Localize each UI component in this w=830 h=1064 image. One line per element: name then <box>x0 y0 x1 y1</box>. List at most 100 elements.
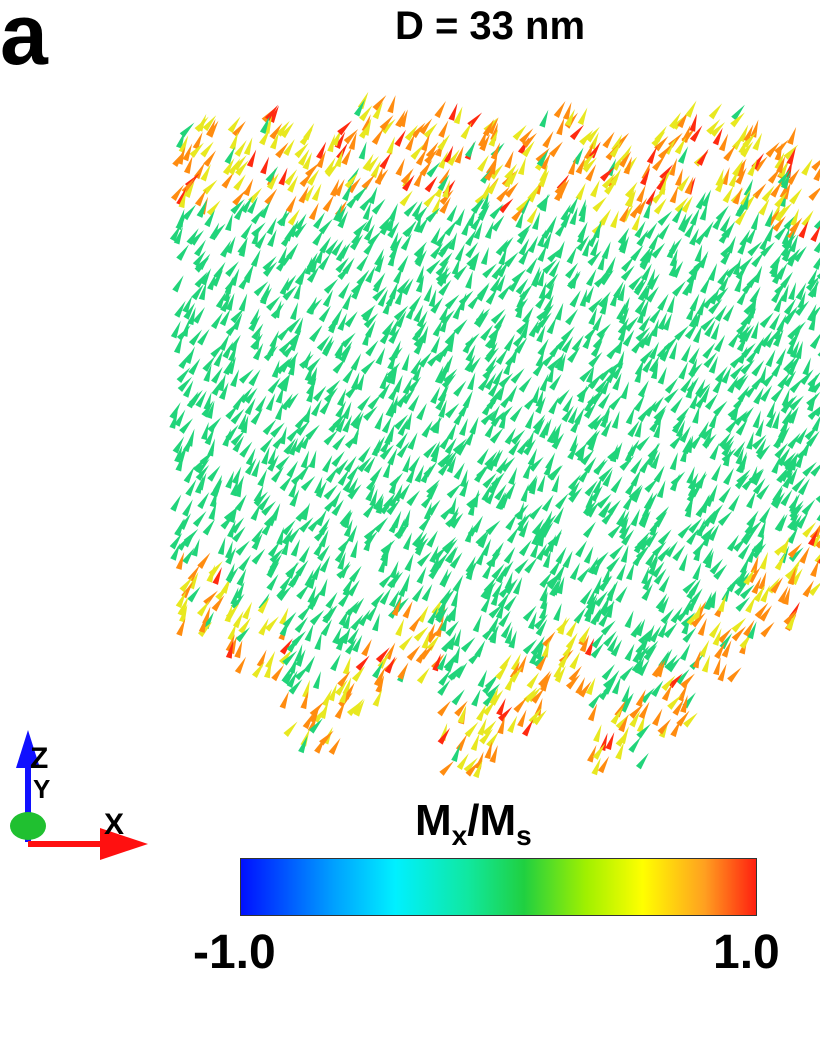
magnetization-arrow <box>231 466 242 485</box>
magnetization-arrow <box>194 239 206 257</box>
magnetization-arrow <box>350 279 365 295</box>
magnetization-arrow <box>439 568 449 587</box>
magnetization-arrow <box>600 620 616 636</box>
magnetization-arrow <box>300 502 310 521</box>
magnetization-arrow <box>630 469 642 487</box>
magnetization-arrow <box>307 296 317 315</box>
magnetization-arrow <box>733 410 748 426</box>
magnetization-arrow <box>567 406 578 425</box>
magnetization-arrow <box>588 692 602 709</box>
magnetization-arrow <box>541 418 552 436</box>
magnetization-arrow <box>789 395 804 411</box>
magnetization-arrow <box>611 154 625 171</box>
magnetization-arrow <box>397 418 409 437</box>
magnetization-arrow <box>725 262 740 278</box>
magnetization-arrow <box>518 247 530 265</box>
magnetization-arrow <box>750 119 759 138</box>
magnetization-arrow <box>227 622 237 641</box>
magnetization-arrow <box>612 372 622 391</box>
magnetization-arrow <box>517 654 527 673</box>
magnetization-arrow <box>493 313 507 331</box>
magnetization-arrow <box>437 385 449 403</box>
magnetization-arrow <box>444 219 458 237</box>
magnetization-arrow <box>753 387 764 405</box>
magnetization-arrow <box>807 268 818 286</box>
magnetization-arrow <box>685 380 694 399</box>
magnetization-arrow <box>630 457 643 475</box>
magnetization-arrow <box>279 474 293 492</box>
magnetization-arrow <box>421 630 430 650</box>
magnetization-arrow <box>209 222 220 241</box>
magnetization-arrow <box>554 665 566 683</box>
magnetization-arrow <box>637 380 649 398</box>
magnetization-arrow <box>616 508 627 527</box>
magnetization-arrow <box>743 178 754 197</box>
magnetization-arrow <box>770 180 783 198</box>
magnetization-arrow <box>762 371 777 387</box>
magnetization-arrow <box>367 394 382 410</box>
magnetization-arrow <box>807 280 820 298</box>
magnetization-arrow <box>328 313 340 331</box>
magnetization-arrow <box>192 511 207 527</box>
magnetization-arrow <box>719 215 731 233</box>
magnetization-arrow <box>372 661 384 679</box>
magnetization-arrow <box>325 466 339 483</box>
magnetization-arrow <box>498 247 507 266</box>
magnetization-arrow <box>388 589 400 608</box>
magnetization-arrow <box>386 499 401 516</box>
magnetization-arrow <box>226 356 237 375</box>
magnetization-arrow <box>787 126 797 145</box>
magnetization-arrow <box>228 343 238 362</box>
magnetization-arrow <box>545 273 559 290</box>
magnetization-arrow <box>548 396 559 415</box>
magnetization-arrow <box>374 254 385 273</box>
magnetization-arrow <box>659 164 673 181</box>
magnetization-arrow <box>244 397 256 416</box>
magnetization-arrow <box>802 521 817 538</box>
magnetization-arrow <box>587 373 603 390</box>
magnetization-arrow <box>425 207 441 223</box>
magnetization-arrow <box>386 136 395 155</box>
magnetization-arrow <box>585 164 597 182</box>
magnetization-arrow <box>618 510 630 529</box>
magnetization-arrow <box>536 528 546 547</box>
magnetization-arrow <box>386 424 395 443</box>
magnetization-arrow <box>357 395 371 412</box>
magnetization-arrow <box>238 239 248 257</box>
magnetization-arrow <box>283 438 296 455</box>
magnetization-arrow <box>444 328 458 346</box>
magnetization-arrow <box>285 195 297 213</box>
magnetization-arrow <box>318 578 328 597</box>
magnetization-arrow <box>492 368 504 386</box>
magnetization-arrow <box>780 271 793 289</box>
magnetization-arrow <box>410 144 425 160</box>
magnetization-arrow <box>609 140 623 158</box>
magnetization-arrow <box>557 616 567 635</box>
magnetization-arrow <box>220 294 231 313</box>
magnetization-arrow <box>695 383 711 399</box>
magnetization-arrow <box>197 621 213 638</box>
magnetization-arrow <box>787 526 799 544</box>
magnetization-arrow <box>677 175 690 192</box>
magnetization-arrow <box>204 209 216 228</box>
colorbar <box>240 858 757 916</box>
magnetization-arrow <box>427 607 438 625</box>
magnetization-arrow <box>426 259 441 275</box>
magnetization-arrow <box>747 520 763 536</box>
magnetization-arrow <box>278 167 288 186</box>
magnetization-arrow <box>641 162 651 181</box>
panel-label: a <box>0 0 48 83</box>
magnetization-arrow <box>318 517 330 536</box>
magnetization-arrow <box>531 518 544 536</box>
magnetization-arrow <box>234 640 243 659</box>
magnetization-arrow <box>601 664 615 681</box>
magnetization-arrow <box>344 172 358 189</box>
magnetization-arrow <box>610 210 619 229</box>
magnetization-arrow <box>196 600 210 617</box>
magnetization-arrow <box>688 310 699 328</box>
magnetization-arrow <box>654 135 669 152</box>
magnetization-arrow <box>344 311 358 328</box>
magnetization-arrow <box>193 161 206 180</box>
magnetization-arrow <box>667 694 682 710</box>
magnetization-arrow <box>702 433 717 449</box>
